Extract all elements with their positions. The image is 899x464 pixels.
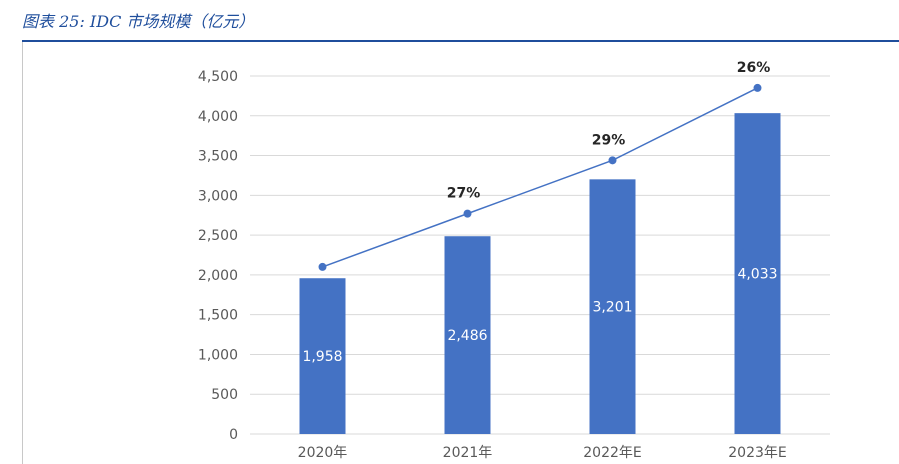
y-tick-label: 0 (229, 427, 238, 443)
bar-series: 1,958 2,486 3,201 4,033 (299, 113, 781, 435)
gridlines (250, 75, 830, 435)
growth-rate-label: 27% (447, 186, 481, 202)
y-tick-label: 4,500 (198, 69, 238, 85)
growth-line (322, 87, 758, 268)
y-tick-label: 3,000 (198, 188, 238, 204)
y-tick-label: 4,000 (198, 109, 238, 125)
y-tick-label: 1,000 (198, 347, 238, 363)
y-tick-label: 3,500 (198, 149, 238, 165)
growth-point (753, 83, 762, 92)
growth-point (608, 156, 617, 165)
y-tick-label: 500 (211, 387, 238, 403)
growth-line-series: 27% 29% 26% (318, 60, 771, 271)
growth-point (318, 262, 327, 271)
bar-value-label: 1,958 (302, 349, 342, 365)
x-tick-label: 2022年E (583, 445, 641, 461)
bar (589, 179, 636, 434)
bar-value-label: 2,486 (447, 328, 487, 344)
y-tick-label: 1,500 (198, 308, 238, 324)
x-tick-label: 2021年 (443, 445, 493, 461)
growth-point (463, 209, 472, 218)
bar (299, 278, 346, 434)
bar-value-label: 4,033 (737, 267, 777, 283)
chart-caption: 图表 25: IDC 市场规模（亿元） (22, 12, 255, 31)
bar-value-label: 3,201 (592, 300, 632, 316)
x-tick-label: 2023年E (728, 445, 786, 461)
x-axis-ticks: 2020年 2021年 2022年E 2023年E (298, 445, 787, 461)
bar (734, 113, 781, 435)
left-border (22, 42, 23, 464)
bar (444, 236, 491, 434)
y-tick-label: 2,500 (198, 228, 238, 244)
y-axis-ticks: 0 500 1,000 1,500 2,000 2,500 3,000 3,500 4,000 4… (198, 69, 238, 443)
y-tick-label: 2,000 (198, 268, 238, 284)
caption-divider (22, 40, 899, 42)
x-tick-label: 2020年 (298, 445, 348, 461)
growth-rate-label: 29% (592, 132, 626, 148)
growth-rate-label: 26% (737, 60, 771, 76)
